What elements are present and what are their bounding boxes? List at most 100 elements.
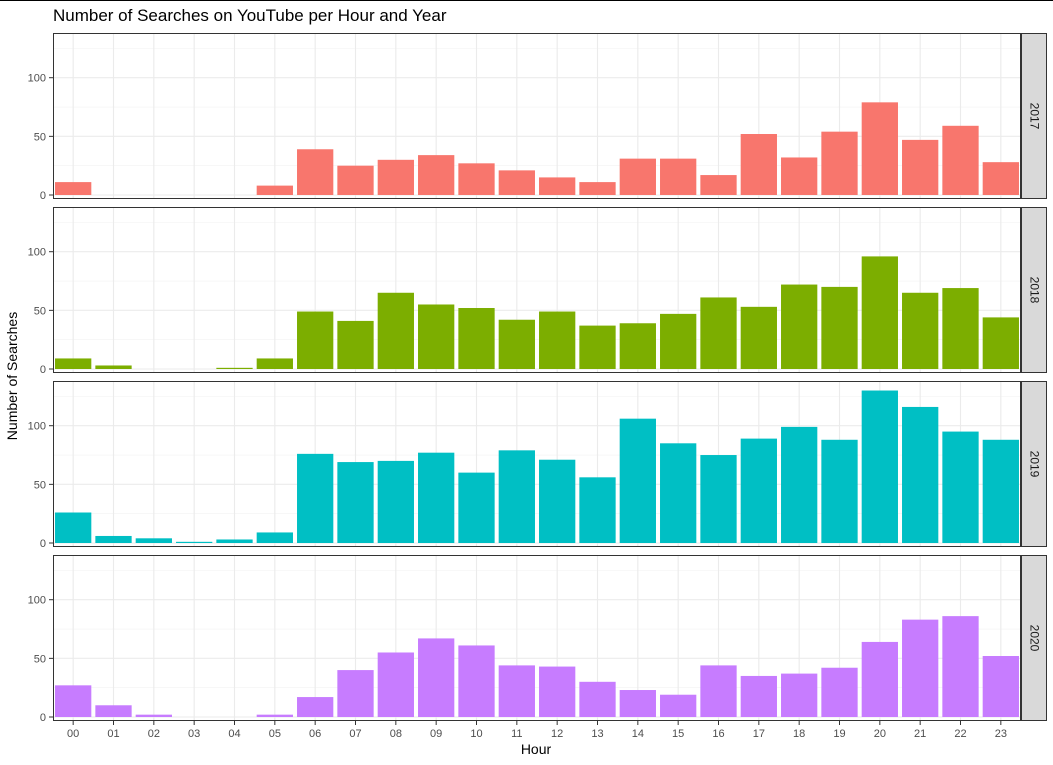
panel-background xyxy=(53,381,1021,547)
bar-2020-00 xyxy=(55,685,92,717)
panel-2018: 0 50 100 2018 xyxy=(28,207,1047,376)
bar-2018-07 xyxy=(337,320,374,369)
strip-background xyxy=(1021,555,1047,721)
bar-2018-11 xyxy=(498,319,535,369)
bar-2020-23 xyxy=(982,656,1019,717)
panel-border xyxy=(53,33,1021,199)
bar-2018-12 xyxy=(539,311,576,369)
bar-2020-11 xyxy=(498,665,535,717)
bar-2020-09 xyxy=(418,638,455,717)
bar-2019-17 xyxy=(740,438,777,543)
bar-2019-06 xyxy=(297,453,334,543)
bar-2020-01 xyxy=(95,705,132,717)
x-tick-label-07: 07 xyxy=(349,728,361,740)
bar-2017-21 xyxy=(902,139,939,195)
y-tick-label: 100 xyxy=(28,595,46,607)
bar-2018-21 xyxy=(902,292,939,369)
bar-2018-10 xyxy=(458,308,495,369)
bar-2019-02 xyxy=(135,538,172,543)
x-axis: 00 01 02 03 04 05 06 07 08 09 10 11 12 13 14 15 16 17 18 19… xyxy=(67,721,1007,740)
bar-2020-08 xyxy=(377,652,414,717)
strip-background xyxy=(1021,207,1047,373)
panel-2017: 0 50 100 2017 xyxy=(28,33,1047,202)
bar-2020-14 xyxy=(619,690,656,717)
panel-border xyxy=(53,555,1021,721)
x-tick-label-20: 20 xyxy=(874,728,886,740)
bar-2017-06 xyxy=(297,149,334,195)
x-tick-label-01: 01 xyxy=(107,728,119,740)
bar-2019-18 xyxy=(781,426,818,543)
y-tick-label: 50 xyxy=(34,131,46,143)
bar-2018-08 xyxy=(377,292,414,369)
panel-background xyxy=(53,207,1021,373)
bar-2018-16 xyxy=(700,297,737,369)
bar-2018-04 xyxy=(216,367,253,369)
bar-2019-13 xyxy=(579,477,616,543)
bar-2018-20 xyxy=(861,256,898,369)
bar-2017-09 xyxy=(418,155,455,195)
x-tick-label-11: 11 xyxy=(511,728,522,740)
bar-2019-22 xyxy=(942,431,979,543)
bar-2017-16 xyxy=(700,175,737,195)
bar-2019-07 xyxy=(337,462,374,543)
x-tick-label-17: 17 xyxy=(753,728,765,740)
x-tick-label-12: 12 xyxy=(551,728,563,740)
bar-2018-00 xyxy=(55,358,92,369)
bar-2018-19 xyxy=(821,286,858,369)
bar-2020-13 xyxy=(579,681,616,717)
bar-2019-01 xyxy=(95,535,132,543)
x-tick-label-22: 22 xyxy=(954,728,966,740)
x-tick-label-19: 19 xyxy=(833,728,845,740)
bar-2019-21 xyxy=(902,406,939,543)
x-tick-label-14: 14 xyxy=(632,728,644,740)
bar-2017-20 xyxy=(861,102,898,195)
panel-background xyxy=(53,33,1021,199)
strip-label-2018: 2018 xyxy=(1028,277,1042,304)
x-tick-label-09: 09 xyxy=(430,728,442,740)
bar-2019-00 xyxy=(55,512,92,543)
bar-2017-17 xyxy=(740,134,777,195)
y-tick-label: 0 xyxy=(40,364,46,376)
y-tick-label: 0 xyxy=(40,538,46,550)
bar-2019-15 xyxy=(660,443,697,543)
bar-2020-15 xyxy=(660,694,697,717)
bar-2018-01 xyxy=(95,365,132,369)
chart-title: Number of Searches on YouTube per Hour a… xyxy=(53,6,447,25)
bar-2019-23 xyxy=(982,439,1019,543)
x-tick-label-23: 23 xyxy=(995,728,1007,740)
bar-2020-20 xyxy=(861,641,898,717)
bar-2018-05 xyxy=(256,358,293,369)
x-tick-label-16: 16 xyxy=(712,728,724,740)
strip-label-2020: 2020 xyxy=(1028,625,1042,652)
bar-2018-15 xyxy=(660,313,697,369)
bar-2017-11 xyxy=(498,170,535,195)
bar-2020-17 xyxy=(740,675,777,717)
bar-2017-08 xyxy=(377,159,414,195)
x-tick-label-13: 13 xyxy=(591,728,603,740)
y-tick-label: 100 xyxy=(28,247,46,259)
bar-2017-13 xyxy=(579,182,616,195)
bar-2020-06 xyxy=(297,697,334,717)
bar-2020-19 xyxy=(821,667,858,717)
strip-background xyxy=(1021,381,1047,547)
y-tick-label: 50 xyxy=(34,479,46,491)
panels: 0 50 100 2017 0 50 100 2018 0 50 100 2019 0 50 100 2020 xyxy=(28,33,1047,724)
bar-2019-03 xyxy=(176,541,213,543)
bar-2019-20 xyxy=(861,390,898,543)
bar-2020-18 xyxy=(781,673,818,717)
x-axis-title: Hour xyxy=(521,741,552,757)
panel-border xyxy=(53,207,1021,373)
bar-2017-14 xyxy=(619,158,656,195)
y-axis-title: Number of Searches xyxy=(4,312,20,440)
panel-background xyxy=(53,555,1021,721)
strip-background xyxy=(1021,33,1047,199)
bar-2019-12 xyxy=(539,459,576,543)
bar-2017-15 xyxy=(660,158,697,195)
strip-label-2019: 2019 xyxy=(1028,451,1042,478)
x-tick-label-02: 02 xyxy=(148,728,160,740)
bar-2019-11 xyxy=(498,450,535,543)
panel-2019: 0 50 100 2019 xyxy=(28,381,1047,550)
bar-2017-00 xyxy=(55,182,92,195)
bar-2018-18 xyxy=(781,284,818,369)
